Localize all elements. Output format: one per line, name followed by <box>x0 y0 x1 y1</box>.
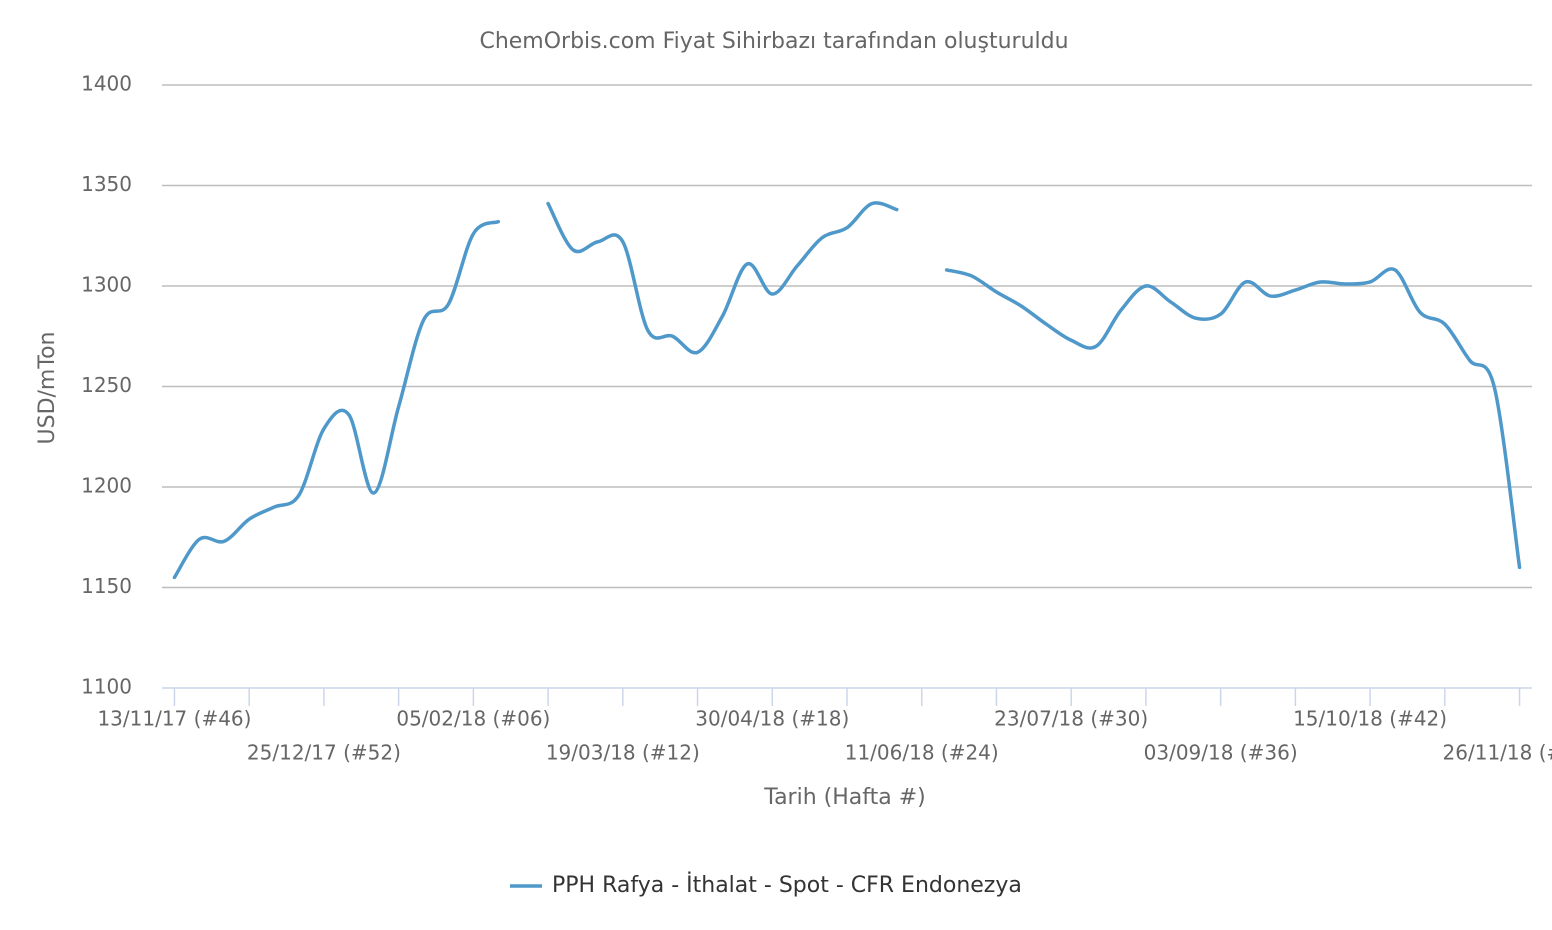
x-axis-title: Tarih (Hafta #) <box>763 785 925 810</box>
x-tick-label: 13/11/17 (#46) <box>97 707 251 731</box>
y-tick-label: 1200 <box>81 474 132 498</box>
y-tick-label: 1300 <box>81 273 132 297</box>
y-axis-title: USD/mTon <box>35 332 60 445</box>
x-tick-label: 23/07/18 (#30) <box>994 707 1148 731</box>
data-line <box>172 201 1522 580</box>
x-tick-label: 19/03/18 (#12) <box>546 741 700 765</box>
x-tick-label: 26/11/18 (#48) <box>1443 741 1552 765</box>
x-tick-label: 05/02/18 (#06) <box>396 707 550 731</box>
y-tick-label: 1400 <box>81 72 132 96</box>
y-tick-label: 1250 <box>81 373 132 397</box>
y-tick-label: 1100 <box>81 675 132 699</box>
legend-label: PPH Rafya - İthalat - Spot - CFR Endonez… <box>552 872 1022 898</box>
y-tick-label: 1150 <box>81 574 132 598</box>
x-tick-label: 25/12/17 (#52) <box>247 741 401 765</box>
x-tick-label: 30/04/18 (#18) <box>695 707 849 731</box>
y-tick-label: 1350 <box>81 172 132 196</box>
chart-title: ChemOrbis.com Fiyat Sihirbazı tarafından… <box>479 29 1068 54</box>
x-tick-label: 03/09/18 (#36) <box>1144 741 1298 765</box>
x-tick-label: 15/10/18 (#42) <box>1293 707 1447 731</box>
x-tick-label: 11/06/18 (#24) <box>845 741 999 765</box>
